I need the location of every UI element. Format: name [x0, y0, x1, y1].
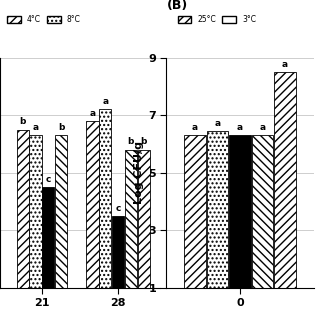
Text: b: b	[128, 137, 134, 146]
Bar	[138, 150, 150, 288]
Bar	[125, 150, 137, 288]
Text: a: a	[282, 60, 288, 68]
Legend: 25°C, 3°C: 25°C, 3°C	[178, 15, 256, 24]
Bar	[42, 187, 54, 288]
Bar	[229, 135, 251, 288]
Bar	[55, 135, 67, 288]
Bar	[274, 72, 296, 288]
Bar	[112, 216, 124, 288]
Text: a: a	[237, 123, 243, 132]
Bar	[29, 135, 42, 288]
Text: b: b	[140, 137, 147, 146]
Text: c: c	[46, 175, 51, 184]
Text: (B): (B)	[166, 0, 188, 12]
Text: a: a	[214, 119, 220, 128]
Bar	[252, 135, 273, 288]
Bar	[86, 121, 99, 288]
Legend: 4°C, 8°C: 4°C, 8°C	[7, 15, 81, 24]
Text: b: b	[20, 117, 26, 126]
Text: b: b	[58, 123, 64, 132]
Bar	[17, 130, 29, 288]
Bar	[99, 109, 111, 288]
Bar	[184, 135, 206, 288]
Text: a: a	[260, 123, 266, 132]
Text: a: a	[89, 108, 96, 117]
Text: a: a	[102, 97, 108, 106]
Text: a: a	[32, 123, 39, 132]
Bar	[207, 131, 228, 288]
Y-axis label: Log CFU/g: Log CFU/g	[134, 141, 144, 204]
Text: c: c	[116, 204, 121, 212]
Text: a: a	[192, 123, 198, 132]
